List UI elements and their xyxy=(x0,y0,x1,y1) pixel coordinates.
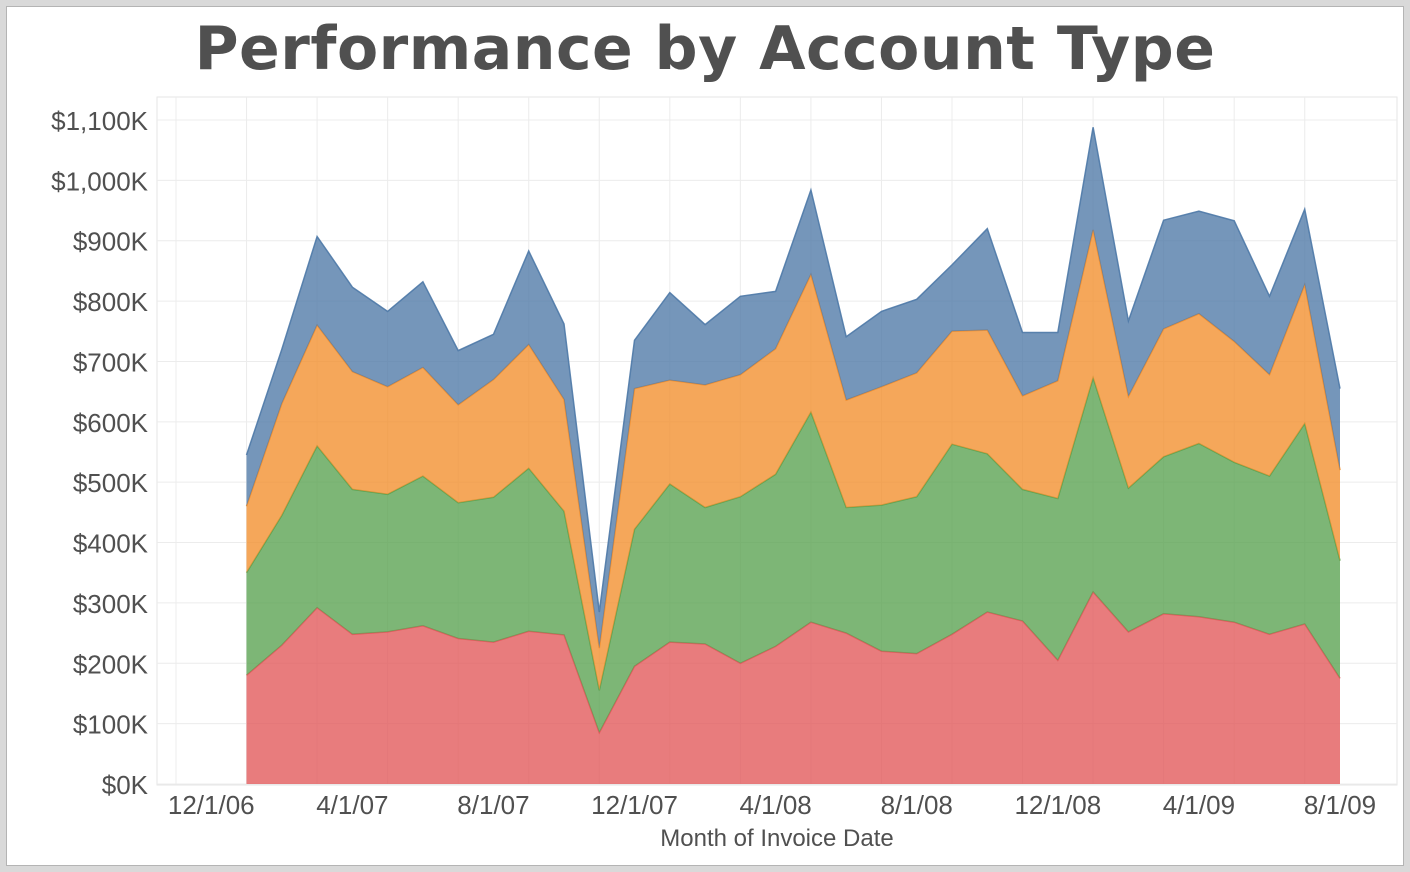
x-tick-label: 8/1/08 xyxy=(881,790,953,820)
y-tick-label: $500K xyxy=(73,468,149,498)
area-series-4 xyxy=(246,127,1340,649)
y-tick-label: $200K xyxy=(73,649,149,679)
x-tick-label: 4/1/09 xyxy=(1163,790,1235,820)
y-tick-label: $900K xyxy=(73,227,149,257)
y-tick-label: $800K xyxy=(73,287,149,317)
y-tick-label: $400K xyxy=(73,529,149,559)
x-axis-label: Month of Invoice Date xyxy=(660,825,893,852)
x-tick-label: 12/1/06 xyxy=(168,790,255,820)
x-tick-label: 4/1/08 xyxy=(739,790,811,820)
x-tick-label: 12/1/08 xyxy=(1014,790,1101,820)
area-series-1 xyxy=(246,592,1340,784)
y-tick-label: $1,100K xyxy=(51,106,149,136)
y-tick-label: $100K xyxy=(73,710,149,740)
x-axis-tick-labels: 12/1/06 4/1/07 8/1/07 12/1/07 4/1/08 8/1/08 12… xyxy=(168,790,1376,820)
chart-title: Performance by Account Type xyxy=(194,14,1216,84)
y-tick-label: $700K xyxy=(73,347,149,377)
y-tick-label: $1,000K xyxy=(51,166,149,196)
x-tick-label: 4/1/07 xyxy=(316,790,388,820)
y-tick-label: $300K xyxy=(73,589,149,619)
y-tick-label: $0K xyxy=(102,770,149,800)
x-tick-label: 12/1/07 xyxy=(591,790,678,820)
y-tick-label: $600K xyxy=(73,408,149,438)
area-series xyxy=(245,127,1341,784)
x-tick-label: 8/1/07 xyxy=(457,790,529,820)
area-series-4-line xyxy=(245,127,1341,613)
y-axis-tick-labels: $0K $100K $200K $300K $400K $500K $600K $700K $8… xyxy=(51,106,149,800)
x-tick-label: 8/1/09 xyxy=(1304,790,1376,820)
area-series-2 xyxy=(246,377,1340,733)
